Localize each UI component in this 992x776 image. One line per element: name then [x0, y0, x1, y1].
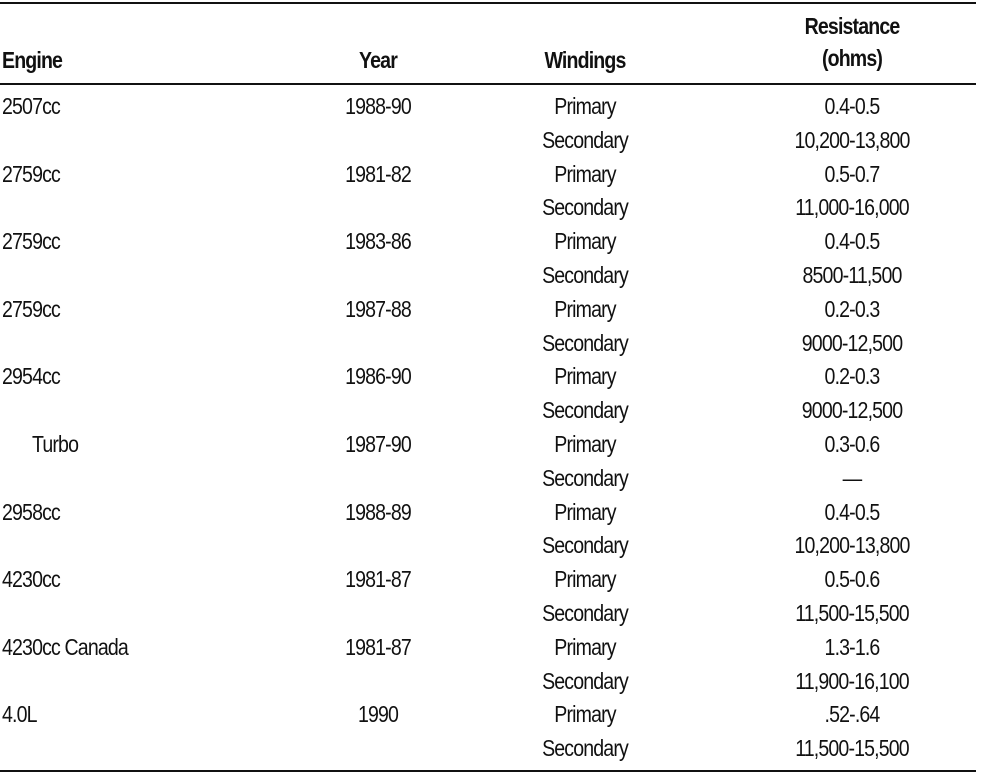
header-year: Year — [359, 47, 398, 73]
resistance: 10,200-13,800 — [794, 126, 910, 153]
resistance: 11,900-16,100 — [795, 667, 909, 694]
year: 1987-88 — [345, 295, 412, 322]
engine: 2507cc — [2, 93, 61, 119]
engine: 2759cc — [2, 228, 61, 255]
resistance: .52-.64 — [824, 701, 881, 728]
resistance: 1.3-1.6 — [824, 633, 881, 660]
winding: Primary — [554, 160, 616, 187]
engine: 4.0L — [2, 701, 37, 728]
resistance: 11,500-15,500 — [795, 735, 909, 762]
resistance: 0.5-0.6 — [824, 566, 881, 593]
winding: Secondary — [542, 600, 629, 626]
header-rule — [0, 83, 976, 85]
winding: Primary — [554, 566, 616, 593]
header-resistance: Resistance — [804, 13, 901, 39]
year: 1987-90 — [345, 431, 412, 457]
header-windings: Windings — [544, 47, 627, 73]
resistance: 0.3-0.6 — [824, 431, 881, 457]
resistance: 9000-12,500 — [801, 397, 903, 424]
year: 1983-86 — [345, 228, 412, 255]
engine: 4230cc Canada — [2, 633, 129, 660]
winding: Primary — [554, 93, 616, 119]
engine: 2759cc — [2, 160, 61, 187]
winding: Primary — [554, 498, 616, 525]
resistance: 0.2-0.3 — [824, 295, 881, 322]
winding: Primary — [554, 701, 616, 728]
winding: Secondary — [542, 194, 629, 221]
engine: 2954cc — [2, 363, 61, 390]
winding: Primary — [554, 363, 616, 390]
year: 1981-87 — [345, 633, 412, 660]
winding: Primary — [554, 228, 616, 255]
top-rule — [0, 2, 976, 4]
winding: Secondary — [542, 126, 629, 153]
engine: 4230cc — [2, 566, 61, 593]
header-resistance: (ohms) — [821, 45, 883, 71]
winding: Secondary — [542, 329, 629, 356]
winding: Secondary — [542, 262, 629, 288]
winding: Secondary — [542, 397, 629, 424]
resistance: 9000-12,500 — [801, 329, 903, 356]
winding: Secondary — [542, 532, 629, 559]
winding: Secondary — [542, 735, 629, 762]
year: 1981-82 — [345, 160, 412, 187]
winding: Primary — [554, 431, 616, 457]
year: 1988-90 — [345, 93, 412, 119]
resistance: 0.4-0.5 — [824, 498, 881, 525]
bottom-rule — [0, 770, 976, 772]
engine: Turbo — [32, 431, 79, 457]
year: 1990 — [357, 701, 399, 728]
winding: Primary — [554, 295, 616, 322]
resistance: 0.2-0.3 — [824, 363, 881, 390]
header-engine: Engine — [2, 47, 63, 73]
engine: 2958cc — [2, 498, 61, 525]
resistance: 10,200-13,800 — [794, 532, 910, 559]
winding: Secondary — [542, 667, 629, 694]
resistance: 11,500-15,500 — [795, 600, 909, 626]
resistance: — — [842, 464, 863, 491]
engine: 2759cc — [2, 295, 61, 322]
resistance: 8500-11,500 — [802, 262, 903, 288]
year: 1988-89 — [345, 498, 412, 525]
resistance: 11,000-16,000 — [795, 194, 909, 221]
year: 1981-87 — [345, 566, 412, 593]
resistance: 0.5-0.7 — [824, 160, 881, 187]
resistance: 0.4-0.5 — [824, 93, 881, 119]
winding: Secondary — [542, 464, 629, 491]
winding: Primary — [554, 633, 616, 660]
year: 1986-90 — [345, 363, 412, 390]
resistance: 0.4-0.5 — [824, 228, 881, 255]
